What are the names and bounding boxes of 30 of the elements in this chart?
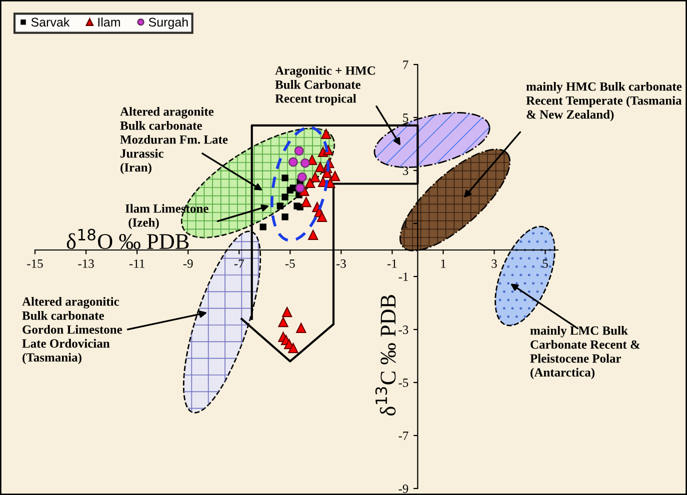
annotation: mainly HMC Bulk carbonate Recent Temperate (Tasmania & New Zealand): [526, 82, 682, 122]
y-tick-label: 7: [403, 60, 408, 69]
x-tick-label: 1: [441, 259, 446, 268]
y-axis-title: δ$^{13}$C ‰ PDB: [375, 294, 396, 416]
annotation: Aragonitic + HMC Bulk Carbonate Recent tropical: [275, 66, 375, 106]
x-tick-label: -15: [27, 259, 43, 268]
y-tick-label: 1: [404, 220, 408, 228]
x-tick-label: -3: [336, 259, 346, 268]
x-tick-label: -11: [129, 259, 144, 268]
x-axis-title: δ$^{18}$O ‰ PDB: [66, 228, 189, 250]
legend-label: Sarvak: [31, 17, 70, 27]
x-tick-label: -1: [387, 259, 397, 268]
x-tick-label: -7: [234, 260, 244, 268]
annotation: mainly LMC Bulk Carbonate Recent & Pleistocene Polar (Antarctica): [530, 326, 640, 380]
y-tick-label: -1: [398, 272, 408, 281]
y-tick-label: 3: [403, 166, 408, 175]
y-tick-label: -9: [398, 484, 408, 493]
y-tick-label: 5: [403, 114, 408, 122]
y-tick-label: -7: [398, 432, 408, 440]
x-tick-label: 3: [492, 259, 497, 268]
y-tick-label: -5: [398, 378, 408, 387]
annotation: Altered aragonite Bulk carbonate Mozduran Fm. Late Jurassic (Iran): [120, 107, 228, 174]
y-tick-label: -3: [398, 326, 408, 334]
legend-label: Ilam: [98, 17, 120, 27]
legend-label: Surgah: [148, 17, 188, 30]
x-tick-label: -9: [183, 259, 193, 268]
annotation: Altered aragonitic Bulk carbonate Gordon Limestone Late Ordovician (Tasmania): [22, 297, 122, 364]
x-tick-label: -5: [285, 260, 295, 268]
x-tick-label: 5: [542, 260, 548, 268]
x-tick-label: -13: [78, 259, 94, 268]
